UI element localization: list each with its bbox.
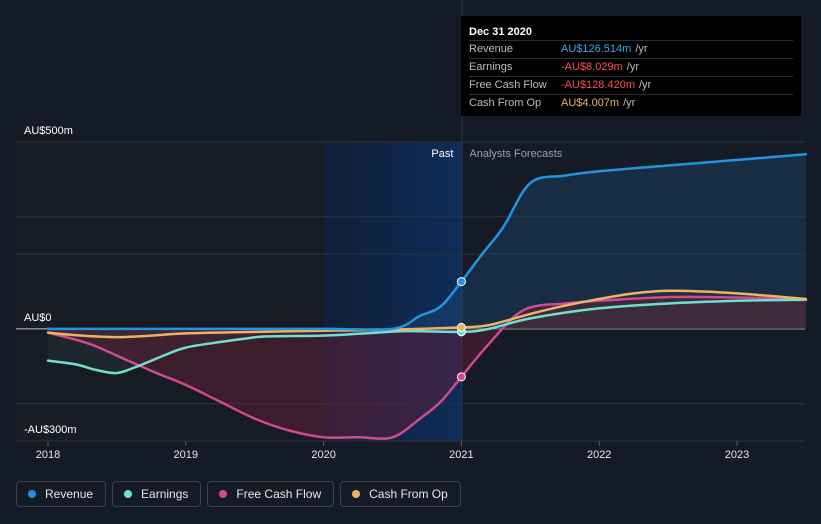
legend-item-earnings[interactable]: Earnings — [112, 481, 202, 507]
marker-free-cash-flow — [456, 372, 466, 382]
tooltip-date: Dec 31 2020 — [469, 26, 532, 38]
series-line-free-cash-flow — [46, 295, 808, 440]
tooltip-row-earnings: Earnings -AU$8.029m /yr — [469, 58, 793, 76]
tooltip-value: AU$4.007m — [561, 97, 620, 109]
legend-label: Cash From Op — [369, 487, 448, 501]
x-tick-label: 2019 — [174, 449, 198, 461]
tooltip-value: -AU$8.029m — [561, 61, 623, 73]
x-tick-label: 2023 — [725, 449, 749, 461]
x-tick-label: 2018 — [36, 449, 60, 461]
legend-dot-icon — [28, 490, 36, 498]
tooltip-row-revenue: Revenue AU$126.514m /yr — [469, 40, 793, 58]
tooltip-unit: /yr — [639, 79, 652, 91]
tooltip-unit: /yr — [626, 61, 639, 73]
tooltip-row-cash-from-op: Cash From Op AU$4.007m /yr — [469, 94, 793, 112]
axis-labels: AU$500m AU$0 -AU$300m 2018 2019 2020 2021 2022 2… — [24, 125, 749, 461]
series-line-cash-from-op — [46, 289, 808, 339]
tooltip-row-free-cash-flow: Free Cash Flow -AU$128.420m /yr — [469, 76, 793, 94]
legend-label: Revenue — [45, 487, 94, 501]
legend-item-free-cash-flow[interactable]: Free Cash Flow — [207, 481, 335, 507]
x-tick-label: 2020 — [311, 449, 335, 461]
area-cash-from-op — [48, 290, 806, 338]
legend-item-cash-from-op[interactable]: Cash From Op — [340, 481, 461, 507]
tooltip-label: Revenue — [469, 43, 514, 55]
x-tick-label: 2022 — [587, 449, 611, 461]
marker-cash-from-op — [456, 322, 466, 332]
y-tick-label: AU$0 — [24, 312, 52, 324]
legend-dot-icon — [219, 490, 228, 498]
tooltip-unit: /yr — [635, 43, 648, 55]
forecast-label: Analysts Forecasts — [469, 148, 562, 160]
legend: Revenue Earnings Free Cash Flow Cash Fro… — [16, 481, 461, 507]
tooltip-label: Cash From Op — [469, 97, 542, 109]
legend-dot-icon — [352, 490, 361, 498]
tooltip-value: AU$126.514m — [561, 43, 632, 55]
y-tick-label: -AU$300m — [24, 424, 77, 436]
area-revenue — [48, 154, 806, 330]
series-lines — [46, 153, 808, 440]
area-earnings — [48, 299, 806, 374]
x-tick-label: 2021 — [449, 449, 473, 461]
tooltip-label: Earnings — [469, 61, 513, 73]
legend-label: Earnings — [141, 487, 189, 501]
legend-label: Free Cash Flow — [236, 487, 322, 501]
divider-line — [461, 0, 463, 441]
legend-dot-icon — [124, 490, 133, 498]
tooltip-value: -AU$128.420m — [561, 79, 635, 91]
chart-background — [16, 0, 463, 441]
marker-revenue — [456, 277, 466, 287]
past-region — [16, 142, 324, 441]
legend-item-revenue[interactable]: Revenue — [16, 481, 107, 507]
series-line-revenue — [46, 153, 808, 332]
tooltip-unit: /yr — [623, 97, 636, 109]
tooltip: Dec 31 2020 Revenue AU$126.514m /yr Earn… — [461, 16, 801, 116]
past-label: Past — [431, 148, 453, 160]
highlight-region — [323, 142, 462, 441]
tooltip-label: Free Cash Flow — [469, 79, 547, 91]
series-line-earnings — [46, 298, 808, 375]
series-markers — [456, 277, 466, 382]
y-tick-label: AU$500m — [24, 125, 73, 137]
